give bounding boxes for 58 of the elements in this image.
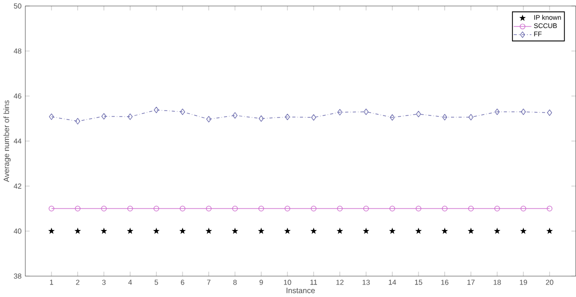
point: [547, 110, 552, 116]
point: [180, 108, 186, 116]
point: [180, 228, 186, 234]
point: [74, 206, 80, 212]
point: [206, 116, 212, 123]
point: [311, 114, 316, 121]
point: [127, 228, 133, 234]
point: [232, 228, 238, 234]
point: [258, 228, 264, 234]
point: [363, 206, 369, 212]
point: [49, 114, 54, 120]
point: [337, 206, 343, 212]
point: [546, 228, 552, 234]
point: [494, 228, 500, 234]
point: [520, 228, 526, 234]
point: [101, 206, 107, 212]
point: [442, 206, 448, 212]
point: [232, 206, 238, 212]
point: [363, 228, 369, 234]
point: [284, 114, 290, 120]
point: [337, 109, 342, 116]
point: [75, 228, 80, 234]
point: [468, 206, 474, 212]
point: [442, 228, 448, 234]
point: [416, 111, 421, 118]
point: [180, 206, 186, 212]
point: [101, 228, 107, 234]
point: [337, 228, 343, 234]
point: [364, 108, 369, 116]
point: [520, 108, 526, 116]
point: [127, 206, 133, 212]
point: [258, 116, 264, 122]
point: [258, 206, 264, 212]
point: [390, 206, 396, 212]
point: [206, 206, 212, 212]
point: [48, 228, 54, 234]
point: [442, 114, 448, 121]
point: [206, 228, 212, 234]
point: [494, 206, 500, 212]
point: [128, 114, 133, 120]
point: [154, 228, 160, 234]
point: [75, 118, 80, 125]
point: [310, 228, 316, 234]
point: [390, 114, 395, 121]
point: [416, 228, 422, 234]
point: [520, 206, 526, 212]
point: [154, 106, 159, 114]
point: [154, 206, 160, 212]
point: [284, 206, 290, 212]
point: [468, 228, 474, 234]
point: [468, 114, 474, 121]
point: [390, 228, 395, 234]
point: [310, 206, 316, 212]
point: [284, 228, 290, 234]
point: [101, 113, 106, 120]
point: [232, 112, 238, 119]
point: [494, 108, 500, 116]
point: [416, 206, 422, 212]
